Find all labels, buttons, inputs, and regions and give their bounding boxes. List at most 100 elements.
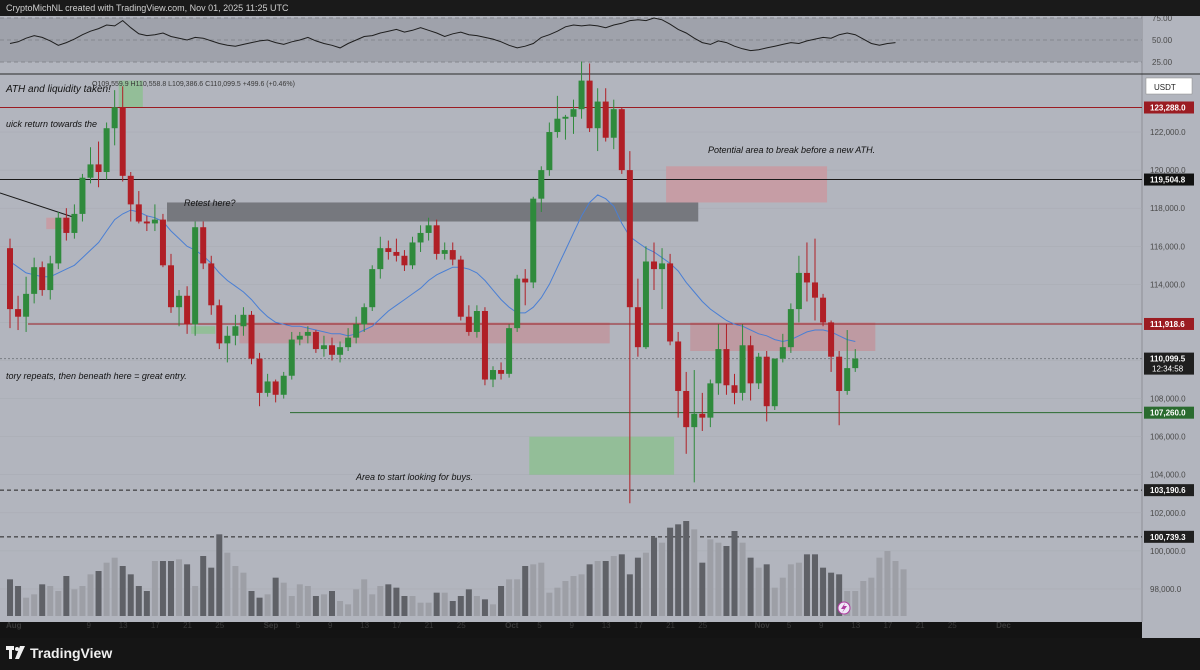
candle-body bbox=[39, 267, 46, 291]
date-label: Oct bbox=[505, 621, 519, 630]
volume-bar bbox=[683, 521, 690, 616]
candle-body bbox=[184, 295, 191, 325]
volume-bar bbox=[731, 531, 738, 616]
candle-body bbox=[345, 337, 352, 348]
candle-body bbox=[675, 341, 682, 391]
candle-body bbox=[747, 345, 754, 384]
candle-body bbox=[79, 177, 86, 214]
volume-bar bbox=[594, 561, 601, 616]
candle-body bbox=[103, 128, 110, 173]
candle-body bbox=[304, 331, 311, 336]
volume-bar bbox=[63, 576, 70, 616]
date-label: 25 bbox=[215, 621, 224, 630]
price-tick: 120,000.0 bbox=[1150, 166, 1186, 175]
candle-body bbox=[200, 227, 207, 264]
volume-bar bbox=[820, 567, 827, 616]
volume-bar bbox=[651, 537, 657, 616]
rsi-line bbox=[9, 17, 896, 52]
volume-bar bbox=[739, 542, 746, 616]
volume-bar bbox=[755, 567, 762, 616]
volume-bar bbox=[481, 599, 488, 616]
date-label: 17 bbox=[392, 621, 401, 630]
candle-body bbox=[393, 251, 400, 256]
candle-body bbox=[320, 345, 327, 350]
currency-badge-bg[interactable] bbox=[1145, 77, 1193, 95]
annotation-potential-area: Potential area to break before a new ATH… bbox=[708, 145, 875, 155]
volume-bar bbox=[449, 601, 456, 616]
candle-body bbox=[71, 213, 78, 233]
date-label: 13 bbox=[602, 621, 611, 630]
price-label: 103,190.6 bbox=[1150, 486, 1186, 495]
date-label: 5 bbox=[537, 621, 542, 630]
tradingview-brand: TradingView bbox=[30, 645, 113, 661]
candle-body bbox=[530, 198, 537, 283]
volume-bar bbox=[143, 591, 150, 616]
candle-body bbox=[522, 278, 529, 283]
price-label-bg bbox=[1144, 173, 1194, 186]
volume-bar bbox=[393, 587, 400, 616]
candle-body bbox=[731, 385, 738, 393]
date-label: 17 bbox=[883, 621, 892, 630]
candle-body bbox=[490, 370, 496, 380]
annotation-quick-return: uick return towards the bbox=[6, 119, 97, 129]
date-label: 9 bbox=[819, 621, 824, 630]
date-label: 13 bbox=[851, 621, 860, 630]
chart-panel-bg bbox=[0, 16, 1142, 622]
candle-body bbox=[240, 314, 247, 327]
price-tick: 98,000.0 bbox=[1150, 585, 1182, 594]
candle-body bbox=[111, 107, 118, 129]
volume-bar bbox=[264, 594, 271, 616]
volume-bar bbox=[554, 587, 561, 616]
volume-bar bbox=[417, 602, 424, 616]
candle-body bbox=[47, 263, 54, 291]
candle-body bbox=[23, 293, 30, 317]
candle-body bbox=[433, 225, 440, 254]
volume-bar bbox=[288, 596, 295, 616]
volume-bar bbox=[208, 567, 215, 616]
volume-bar bbox=[667, 527, 674, 616]
candle-body bbox=[683, 390, 690, 428]
candle-body bbox=[329, 345, 335, 355]
candle-body bbox=[699, 413, 706, 418]
candle-body bbox=[159, 219, 166, 266]
candle-body bbox=[63, 217, 70, 233]
date-label: 5 bbox=[296, 621, 301, 630]
volume-bar bbox=[232, 566, 239, 616]
volume-bar bbox=[409, 596, 416, 616]
volume-bar bbox=[441, 592, 448, 616]
candle-body bbox=[578, 80, 585, 110]
volume-bar bbox=[771, 587, 778, 616]
candle-body bbox=[514, 278, 521, 329]
volume-bar bbox=[135, 586, 142, 616]
candle-body bbox=[707, 383, 714, 418]
candle-body bbox=[779, 347, 786, 359]
candle-body bbox=[441, 250, 448, 254]
annotation-ath: ATH and liquidity taken! bbox=[5, 84, 111, 95]
candle-body bbox=[31, 267, 38, 294]
volume-bar bbox=[79, 586, 86, 616]
gray-retest-zone bbox=[167, 202, 699, 222]
candle-body bbox=[803, 272, 810, 283]
volume-bar bbox=[433, 592, 440, 616]
date-label: Dec bbox=[996, 621, 1011, 630]
currency-badge[interactable]: USDT bbox=[1154, 83, 1176, 92]
candle-body bbox=[755, 356, 762, 384]
candle-body bbox=[208, 263, 215, 306]
candle-body bbox=[192, 227, 199, 325]
volume-bar bbox=[353, 589, 360, 616]
volume-bar bbox=[884, 551, 891, 616]
candle-body bbox=[723, 349, 730, 386]
chart-svg[interactable]: 25.00 50.00 75.00 O109,559.9 H110,558.8 L1… bbox=[0, 16, 1200, 638]
price-label-bg bbox=[1144, 317, 1194, 330]
candle-body bbox=[409, 242, 416, 266]
volume-bar bbox=[345, 604, 352, 616]
small-green-aug2 bbox=[191, 326, 216, 334]
volume-bar bbox=[168, 561, 174, 616]
candle-body bbox=[7, 248, 13, 310]
candle-body bbox=[369, 269, 376, 308]
volume-bar bbox=[312, 596, 319, 616]
candle-body bbox=[55, 217, 62, 264]
candle-body bbox=[248, 314, 255, 359]
horizontal-lines bbox=[0, 107, 1142, 538]
rsi-tick: 25.00 bbox=[1152, 58, 1173, 67]
